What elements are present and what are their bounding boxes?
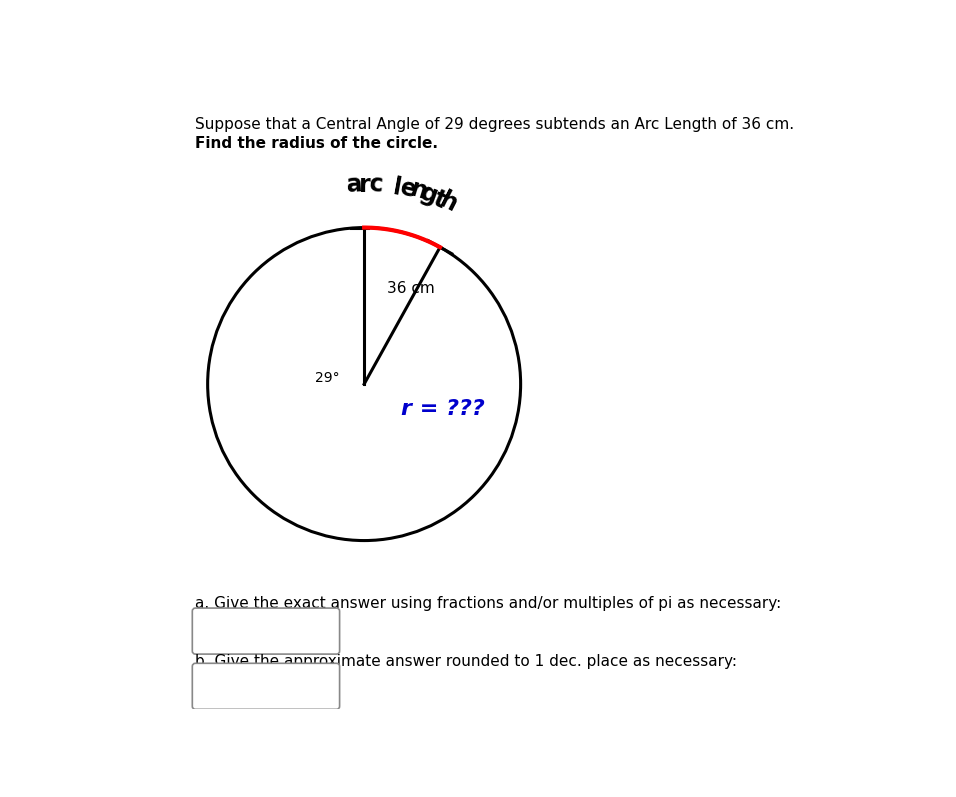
Text: a: a [346, 172, 363, 197]
Text: t: t [429, 186, 449, 213]
FancyBboxPatch shape [192, 608, 339, 654]
Text: e: e [398, 175, 419, 202]
Text: r = ???: r = ??? [401, 398, 485, 418]
Text: l: l [392, 175, 403, 200]
Text: g: g [417, 180, 442, 209]
Text: n: n [407, 177, 430, 205]
Text: a. Give the exact answer using fractions and/or multiples of pi as necessary:: a. Give the exact answer using fractions… [195, 596, 782, 611]
FancyBboxPatch shape [192, 663, 339, 709]
Text: r: r [359, 173, 371, 197]
Text: h: h [436, 188, 462, 218]
Text: b. Give the approximate answer rounded to 1 dec. place as necessary:: b. Give the approximate answer rounded t… [195, 654, 737, 669]
Text: 29°: 29° [315, 371, 339, 385]
Text: Find the radius of the circle.: Find the radius of the circle. [195, 135, 439, 151]
Text: Suppose that a Central Angle of 29 degrees subtends an Arc Length of 36 cm.: Suppose that a Central Angle of 29 degre… [195, 117, 794, 132]
Text: c: c [368, 172, 384, 198]
Text: 36 cm: 36 cm [387, 281, 435, 296]
